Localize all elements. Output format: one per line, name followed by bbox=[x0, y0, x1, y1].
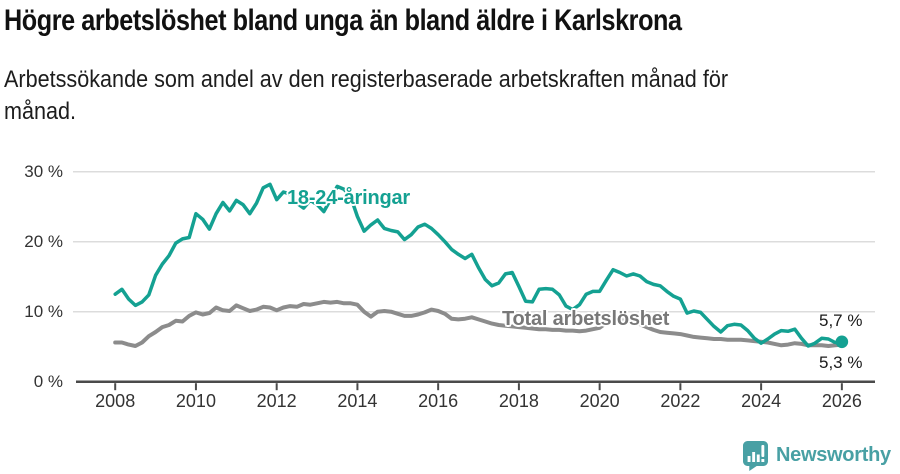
series-label-total: Total arbetslöshet bbox=[502, 308, 670, 330]
brand-name: Newsworthy bbox=[776, 444, 891, 466]
x-axis-tick-label: 2024 bbox=[741, 391, 782, 411]
x-axis-tick-label: 2026 bbox=[821, 391, 862, 411]
page-title: Högre arbetslöshet bland unga än bland ä… bbox=[4, 4, 682, 37]
x-axis-tick-label: 2020 bbox=[579, 391, 620, 411]
series-line bbox=[113, 182, 844, 348]
x-axis-tick-label: 2014 bbox=[337, 391, 378, 411]
x-axis-tick-label: 2016 bbox=[418, 391, 459, 411]
y-axis-tick-label: 10 % bbox=[24, 301, 63, 321]
bar-chart-bubble-icon bbox=[743, 441, 768, 471]
series-end-dot bbox=[835, 335, 849, 349]
newsworthy-logo[interactable]: Newsworthy bbox=[742, 440, 891, 471]
end-value-label-youth: 5,7 % bbox=[819, 311, 863, 330]
x-axis-tick-label: 2018 bbox=[498, 391, 539, 411]
chart-subtitle: Arbetssökande som andel av den registerb… bbox=[4, 64, 728, 128]
x-axis-tick-label: 2012 bbox=[256, 391, 297, 411]
y-axis-tick-label: 0 % bbox=[33, 371, 63, 391]
x-axis-tick-label: 2010 bbox=[175, 391, 216, 411]
x-axis-tick-label: 2008 bbox=[95, 391, 136, 411]
y-axis-tick-label: 30 % bbox=[24, 161, 63, 181]
x-axis-tick-label: 2022 bbox=[660, 391, 701, 411]
subtitle-line-1: Arbetssökande som andel av den registerb… bbox=[4, 66, 729, 93]
series-label-youth: 18-24-åringar bbox=[287, 187, 411, 209]
y-axis-tick-label: 20 % bbox=[24, 231, 63, 251]
end-value-label-total: 5,3 % bbox=[819, 353, 863, 372]
series-line bbox=[113, 299, 844, 348]
subtitle-line-2: månad. bbox=[4, 98, 77, 125]
